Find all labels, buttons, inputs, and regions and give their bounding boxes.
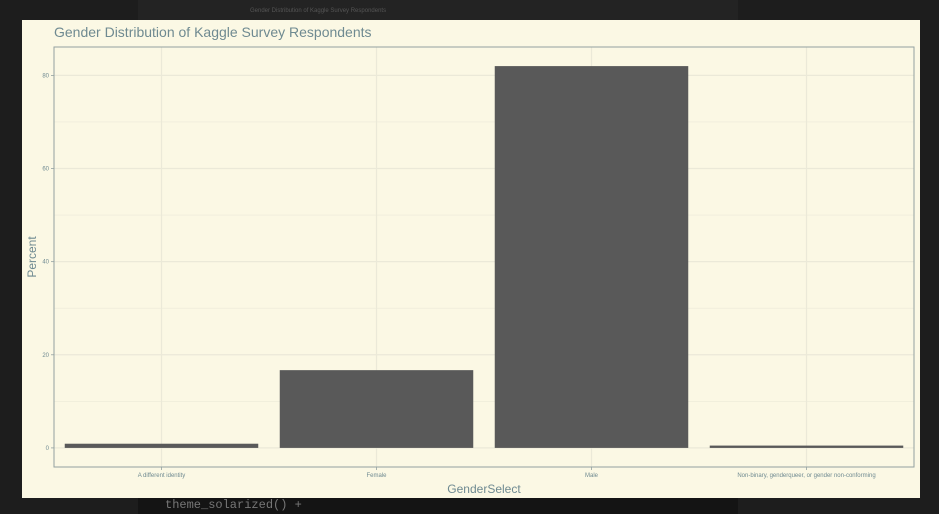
background-window-strip: [138, 0, 738, 22]
chart-title: Gender Distribution of Kaggle Survey Res…: [54, 24, 372, 40]
background-header-text: Gender Distribution of Kaggle Survey Res…: [250, 8, 387, 14]
y-axis-label: Percent: [25, 236, 39, 278]
bar: [494, 66, 689, 448]
y-tick-label: 40: [42, 260, 49, 266]
x-tick-label: A different identity: [138, 473, 186, 479]
background-code-line: theme_solarized() +: [165, 498, 302, 512]
y-tick-label: 0: [46, 446, 50, 452]
y-tick-label: 80: [42, 73, 49, 79]
plot-panel-border: [53, 46, 915, 468]
axis-ticks: 0 20 40 60 80 A different identity Female Male N…: [42, 73, 875, 479]
x-axis-label: GenderSelect: [447, 482, 521, 496]
x-tick-label: Male: [585, 473, 599, 479]
bar-chart: Gender Distribution of Kaggle Survey Res…: [25, 24, 915, 496]
y-tick-label: 60: [42, 167, 49, 173]
bar: [709, 445, 904, 448]
x-tick-label: Non-binary, genderqueer, or gender non-c…: [737, 473, 875, 479]
bars: [64, 66, 904, 448]
x-tick-label: Female: [366, 473, 387, 479]
bar: [279, 370, 474, 448]
grid-lines: [54, 47, 914, 467]
bar: [64, 443, 259, 448]
plot-card: Gender Distribution of Kaggle Survey Res…: [22, 20, 920, 498]
y-tick-label: 20: [42, 353, 49, 359]
background-code-strip: [138, 498, 738, 514]
